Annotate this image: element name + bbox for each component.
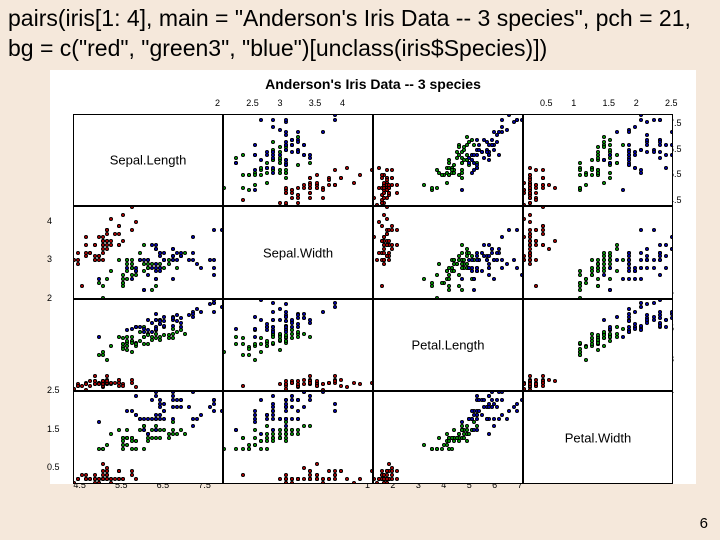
axis-tick-label: 3 <box>47 254 52 264</box>
axis-tick-label: 1.5 <box>603 98 616 108</box>
axis-tick-label: 3 <box>278 98 283 108</box>
matrix-cell <box>373 114 523 207</box>
matrix-cell <box>523 114 673 207</box>
code-block: pairs(iris[1: 4], main = "Anderson's Iri… <box>0 0 720 70</box>
matrix-cell: Petal.Width <box>523 391 673 484</box>
variable-label: Petal.Width <box>565 430 631 445</box>
matrix-cell <box>223 114 373 207</box>
variable-label: Sepal.Width <box>263 245 333 260</box>
matrix-cell <box>73 206 223 299</box>
axis-tick-label: 2 <box>215 98 220 108</box>
axis-tick-label: 2 <box>634 98 639 108</box>
axis-tick-label: 0.5 <box>540 98 553 108</box>
axis-tick-label: 4 <box>47 216 52 226</box>
scatter-matrix: Sepal.Length Sepal.Width Petal.Length Petal… <box>73 114 673 484</box>
matrix-cell <box>223 299 373 392</box>
axis-tick-label: 1 <box>571 98 576 108</box>
axis-tick-label: 1.5 <box>47 424 60 434</box>
matrix-cell <box>373 206 523 299</box>
chart-title: Anderson's Iris Data -- 3 species <box>50 70 696 96</box>
axis-tick-label: 0.5 <box>47 462 60 472</box>
pairs-chart: Anderson's Iris Data -- 3 species 2 2.5 3 3… <box>50 70 696 484</box>
matrix-cell <box>523 206 673 299</box>
matrix-cell: Sepal.Length <box>73 114 223 207</box>
axis-tick-label: 2.5 <box>47 385 60 395</box>
matrix-cell <box>523 299 673 392</box>
variable-label: Sepal.Length <box>110 153 187 168</box>
matrix-cell <box>73 391 223 484</box>
matrix-cell: Petal.Length <box>373 299 523 392</box>
axis-tick-label: 3.5 <box>309 98 322 108</box>
axis-tick-label: 2.5 <box>246 98 259 108</box>
axis-tick-label: 2.5 <box>665 98 678 108</box>
axis-tick-label: 4 <box>340 98 345 108</box>
variable-label: Petal.Length <box>411 338 484 353</box>
axis-tick-label: 2 <box>47 293 52 303</box>
matrix-cell <box>73 299 223 392</box>
matrix-cell: Sepal.Width <box>223 206 373 299</box>
matrix-cell <box>223 391 373 484</box>
page-number: 6 <box>700 515 708 532</box>
matrix-cell <box>373 391 523 484</box>
